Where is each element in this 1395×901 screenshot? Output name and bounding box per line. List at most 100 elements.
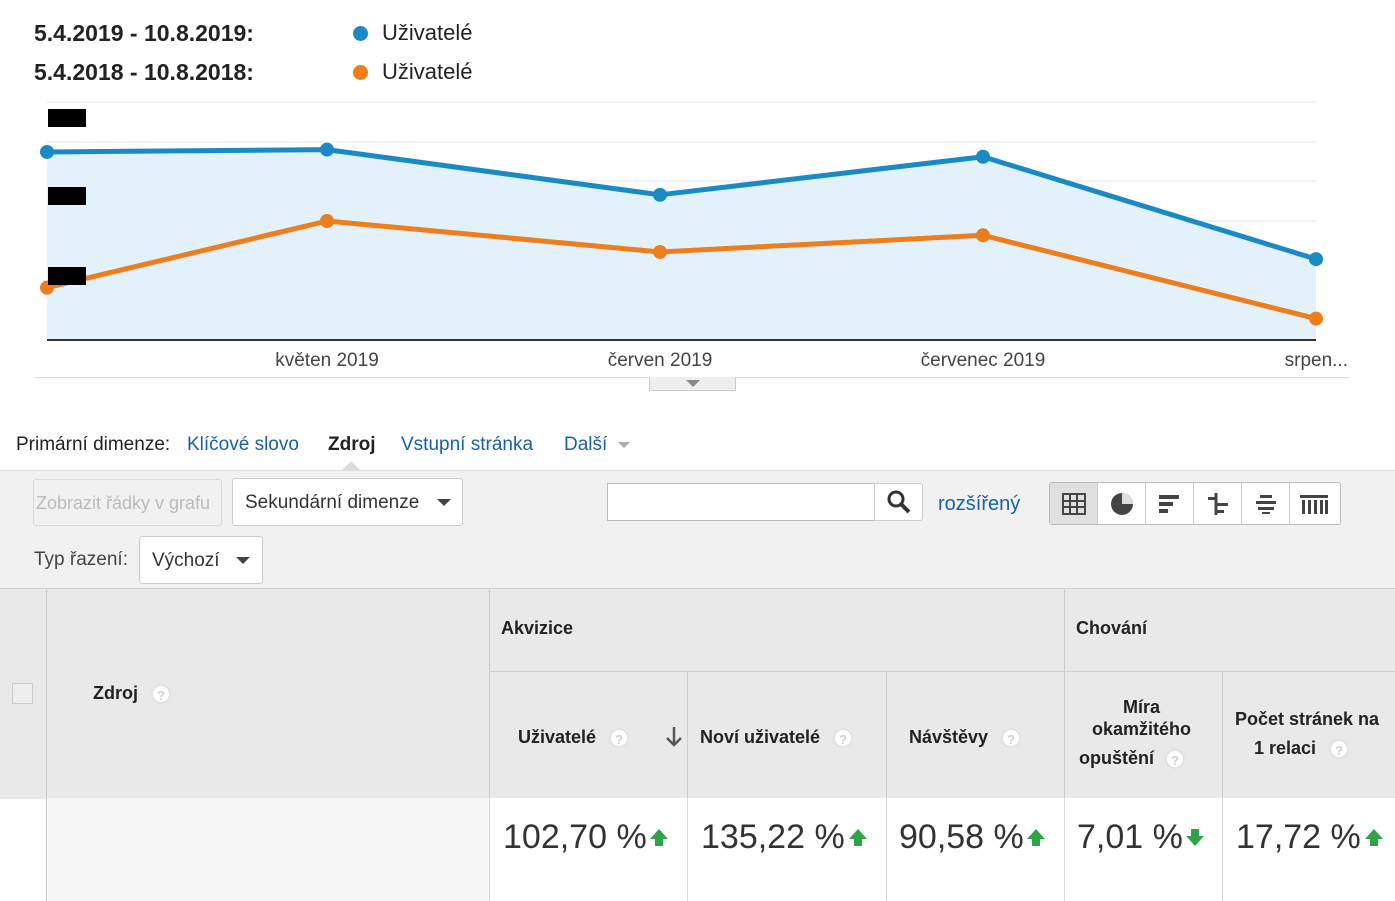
dimension-keyword-link[interactable]: Klíčové slovo <box>187 434 299 455</box>
view-term-cloud-button[interactable] <box>1242 483 1290 524</box>
bar-chart-icon <box>1158 494 1179 513</box>
totals-source-cell <box>47 798 490 901</box>
view-switcher <box>1049 482 1341 525</box>
help-icon[interactable]: ? <box>609 728 630 749</box>
behavior-group: Chování <box>1064 588 1395 672</box>
search-input[interactable] <box>607 483 875 521</box>
legend-dot-current <box>353 26 368 41</box>
sort-type-value: Výchozí <box>152 550 220 571</box>
data-point-previous <box>320 214 334 228</box>
col-sessions[interactable]: Návštěvy ? <box>886 672 1065 798</box>
date-range-previous: 5.4.2018 - 10.8.2018: <box>34 59 254 85</box>
y-tick-label-redacted <box>48 109 86 127</box>
data-point-previous <box>653 244 667 259</box>
legend-series-current: Uživatelé <box>382 20 473 45</box>
trend-up-icon <box>650 829 668 846</box>
search-icon <box>887 490 911 514</box>
data-point-current <box>976 149 990 164</box>
total-users-value: 102,70 % <box>503 818 647 856</box>
active-caret <box>341 461 361 471</box>
view-comparison-button[interactable] <box>1194 483 1242 524</box>
term-cloud-icon <box>1255 494 1276 514</box>
more-label: Další <box>564 434 608 455</box>
help-icon[interactable]: ? <box>1329 739 1350 760</box>
select-all-checkbox[interactable] <box>12 683 33 704</box>
chevron-down-icon <box>685 380 700 387</box>
secondary-dimension-dropdown[interactable]: Sekundární dimenze <box>232 478 463 526</box>
view-pivot-button[interactable] <box>1290 483 1338 524</box>
help-icon[interactable]: ? <box>1001 728 1022 749</box>
col-sessions-label: Návštěvy <box>909 727 989 747</box>
comparison-icon <box>1207 492 1228 515</box>
col-users[interactable]: Uživatelé ? <box>489 672 688 798</box>
line-chart: květen 2019 červen 2019 červenec 2019 srpen… <box>40 101 1348 371</box>
total-users-cell: 102,70 % <box>490 798 688 901</box>
plot-rows-button[interactable]: Zobrazit řádky v grafu <box>33 479 222 526</box>
data-point-previous <box>1309 311 1323 326</box>
col-sessions-title: Návštěvy ? <box>909 727 1022 749</box>
view-table-button[interactable] <box>1050 483 1098 524</box>
total-pages-value: 17,72 % <box>1236 818 1361 856</box>
data-point-current <box>1309 252 1323 267</box>
table-icon <box>1061 492 1086 515</box>
trend-up-icon <box>1365 829 1383 846</box>
view-pie-button[interactable] <box>1098 483 1146 524</box>
col-bounce-line1: Míra <box>1122 697 1160 717</box>
col-new-users[interactable]: Noví uživatelé ? <box>687 672 887 798</box>
col-pages-line1: Počet stránek na <box>1235 709 1380 729</box>
view-bar-button[interactable] <box>1146 483 1194 524</box>
date-range-current: 5.4.2019 - 10.8.2019: <box>34 20 254 46</box>
primary-dimension-label: Primární dimenze: <box>16 434 171 455</box>
total-pages-cell: 17,72 % <box>1223 798 1395 901</box>
behavior-group-label: Chování <box>1076 618 1148 638</box>
table-header <box>0 588 1395 799</box>
chevron-down-icon <box>236 557 250 564</box>
total-new-users-value: 135,22 % <box>701 818 845 856</box>
col-bounce-line3: opuštění ? <box>1079 748 1186 770</box>
col-users-label: Uživatelé <box>518 727 597 747</box>
sort-type-dropdown[interactable]: Výchozí <box>139 536 263 584</box>
chart-collapse-handle[interactable] <box>649 377 736 391</box>
col-pages-line2: 1 relaci ? <box>1254 738 1350 760</box>
x-tick-label: červenec 2019 <box>921 350 1046 371</box>
col-bounce-rate[interactable]: Míra okamžitého opuštění ? <box>1064 672 1223 798</box>
secondary-dimension-label: Sekundární dimenze <box>245 492 420 513</box>
advanced-filter-link[interactable]: rozšířený <box>938 493 1021 515</box>
plot-rows-label: Zobrazit řádky v grafu <box>36 493 211 513</box>
data-point-current <box>320 142 334 157</box>
x-tick-label: srpen... <box>1285 350 1348 371</box>
total-bounce-cell: 7,01 % <box>1065 798 1223 901</box>
source-column-header[interactable]: Zdroj ? <box>93 683 172 705</box>
acquisition-group: Akvizice <box>489 588 1065 672</box>
x-tick-label: červen 2019 <box>608 350 713 371</box>
data-point-previous <box>976 228 990 243</box>
total-new-users-cell: 135,22 % <box>688 798 887 901</box>
dimension-more-dropdown[interactable]: Další <box>564 434 630 456</box>
checkbox-column <box>0 588 47 901</box>
col-new-users-title: Noví uživatelé ? <box>700 727 854 749</box>
trend-up-icon <box>849 829 867 846</box>
dimension-source-active[interactable]: Zdroj <box>328 434 376 455</box>
col-pages-per-session[interactable]: Počet stránek na 1 relaci ? <box>1222 672 1395 798</box>
help-icon[interactable]: ? <box>151 684 172 705</box>
dimension-landing-page-link[interactable]: Vstupní stránka <box>401 434 534 455</box>
total-sessions-value: 90,58 % <box>899 818 1024 856</box>
source-header-label: Zdroj <box>93 683 138 703</box>
search-button[interactable] <box>874 483 923 521</box>
legend-dot-previous <box>353 65 368 80</box>
chevron-down-icon <box>437 499 451 506</box>
col-new-users-label: Noví uživatelé <box>700 727 821 747</box>
pie-chart-icon <box>1110 492 1133 515</box>
col-bounce-label: opuštění <box>1079 748 1154 768</box>
col-pages-label: 1 relaci <box>1254 738 1317 758</box>
y-tick-label-redacted <box>48 267 86 285</box>
y-tick-label-redacted <box>48 187 86 205</box>
total-sessions-cell: 90,58 % <box>887 798 1065 901</box>
pivot-icon <box>1300 494 1328 514</box>
sort-type-label: Typ řazení: <box>34 549 128 570</box>
legend-series-previous: Uživatelé <box>382 59 473 84</box>
help-icon[interactable]: ? <box>1165 749 1186 770</box>
area-fill-current <box>47 149 1316 340</box>
help-icon[interactable]: ? <box>833 728 854 749</box>
sort-descending-icon <box>666 727 682 747</box>
